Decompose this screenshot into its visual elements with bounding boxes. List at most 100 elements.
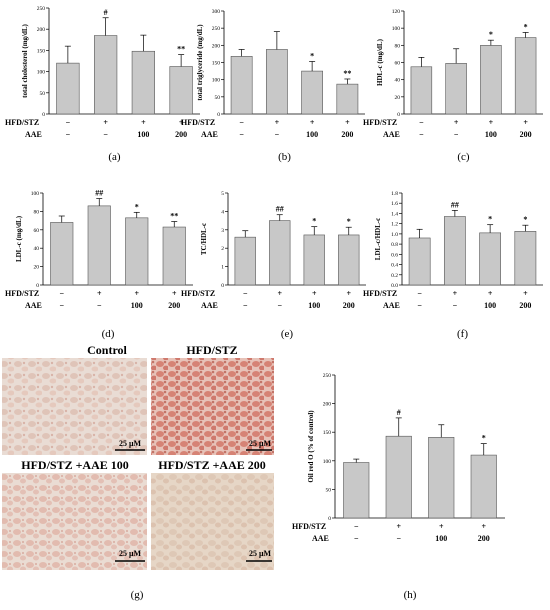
y-tick-label: 60 (34, 228, 40, 234)
hfd-stz-sign: − (417, 289, 422, 298)
bar (514, 231, 537, 286)
y-tick-label: 0.6 (391, 252, 398, 258)
aae-dose: − (277, 301, 282, 310)
bar (480, 45, 502, 115)
row-label-aae: AAE (201, 130, 218, 139)
significance-mark: ## (276, 205, 284, 214)
bar (125, 217, 149, 286)
svg-text:25 μM: 25 μM (249, 439, 272, 448)
y-tick-label: 100 (31, 191, 40, 197)
y-tick-label: 0 (36, 283, 39, 289)
y-tick-label: 3 (221, 228, 224, 234)
y-tick-label: 0 (42, 112, 45, 118)
bar (336, 83, 359, 115)
hfd-stz-sign: + (523, 289, 528, 298)
micrograph-control (2, 358, 147, 455)
aae-dose: 200 (520, 130, 532, 139)
bar (479, 232, 501, 286)
significance-mark: * (524, 22, 528, 31)
y-tick-label: 50 (215, 95, 221, 101)
scale-bar-hfd-stz: 25 μM (246, 439, 272, 451)
micrograph-aae-200 (151, 473, 274, 570)
aae-dose: − (419, 130, 424, 139)
aae-dose: − (103, 130, 108, 139)
micrograph-hfd-stz (151, 358, 274, 455)
bar (87, 205, 111, 286)
aae-dose: 100 (137, 130, 149, 139)
y-tick-label: 200 (37, 27, 46, 33)
significance-mark: * (312, 217, 316, 226)
panel-label-c: (c) (457, 151, 470, 163)
y-tick-label: 1.2 (391, 222, 398, 228)
y-axis-label: total triglyceride (mg/dL) (196, 24, 204, 101)
aae-dose: 100 (484, 301, 496, 310)
y-tick-label: 60 (395, 61, 401, 67)
micro-title-aae100: HFD/STZ +AAE 100 (21, 458, 129, 472)
bar (343, 462, 370, 519)
hfd-stz-sign: + (310, 118, 315, 127)
hfd-stz-sign: + (453, 289, 458, 298)
hfd-stz-sign: + (277, 289, 282, 298)
chart-b: 0 50 100 150 200 250 300 total triglyceride (mg… (181, 9, 365, 163)
aae-dose: − (396, 534, 401, 543)
row-label-aae: AAE (25, 130, 42, 139)
panel-label-f: (f) (457, 328, 468, 340)
row-label-hfd-stz: HFD/STZ (363, 118, 397, 127)
bar (514, 37, 537, 115)
hfd-stz-sign: + (439, 522, 444, 531)
bar (162, 226, 186, 286)
chart-f: 0.0 0.2 0.4 0.6 0.8 1.0 1.2 1.4 1.6 1.8 LDL-c/HDL-… (363, 191, 543, 340)
aae-dose: − (453, 301, 458, 310)
hfd-stz-sign: − (66, 118, 71, 127)
y-tick-label: 100 (212, 78, 221, 84)
scale-bar-aae-100: 25 μM (115, 549, 145, 562)
panel-label-a: (a) (108, 151, 121, 163)
aae-dose: 100 (435, 534, 447, 543)
hfd-stz-sign: + (488, 289, 493, 298)
hfd-stz-sign: + (346, 289, 351, 298)
bar (410, 66, 433, 115)
aae-dose: − (239, 130, 244, 139)
y-tick-label: 120 (392, 9, 401, 15)
hfd-stz-sign: + (97, 289, 102, 298)
y-axis-label: total cholesterol (mg/dL) (21, 23, 29, 97)
svg-text:25 μM: 25 μM (119, 439, 142, 448)
y-axis-label: Oil red O (% of control) (307, 410, 315, 483)
y-axis-label: TC/HDL-c (200, 223, 208, 255)
significance-mark: ## (451, 200, 459, 209)
scale-bar-control: 25 μM (115, 439, 145, 451)
significance-mark: ** (177, 45, 185, 54)
bar (265, 49, 288, 115)
y-tick-label: 250 (323, 373, 332, 379)
y-tick-label: 0 (328, 516, 331, 522)
bar (94, 35, 118, 115)
bar (303, 234, 325, 286)
aae-dose: − (59, 301, 64, 310)
y-axis-label: HDL-c (mg/dL) (376, 38, 384, 86)
y-tick-label: 0 (397, 112, 400, 118)
aae-dose: 100 (308, 301, 320, 310)
aae-dose: − (275, 130, 280, 139)
micro-title-aae200: HFD/STZ +AAE 200 (158, 458, 266, 472)
y-tick-label: 100 (392, 26, 401, 32)
hfd-stz-sign: − (419, 118, 424, 127)
bar (50, 222, 74, 286)
chart-a: 0 50 100 150 200 250 total cholesterol (mg/dL)… (5, 6, 200, 163)
hfd-stz-sign: + (523, 118, 528, 127)
bar (56, 62, 80, 115)
panel-label-b: (b) (278, 151, 291, 163)
row-label-aae: AAE (25, 301, 42, 310)
significance-mark: * (489, 30, 493, 39)
scale-bar-aae-200: 25 μM (246, 549, 272, 562)
significance-mark: # (104, 8, 108, 17)
row-label-aae: AAE (201, 301, 218, 310)
hfd-stz-sign: + (179, 118, 184, 127)
aae-dose: 200 (175, 130, 187, 139)
y-tick-label: 80 (34, 209, 40, 215)
y-tick-label: 0.2 (391, 273, 398, 279)
y-tick-label: 1 (221, 265, 224, 271)
bar (470, 454, 497, 519)
hfd-stz-sign: + (454, 118, 459, 127)
row-label-hfd-stz: HFD/STZ (181, 289, 215, 298)
